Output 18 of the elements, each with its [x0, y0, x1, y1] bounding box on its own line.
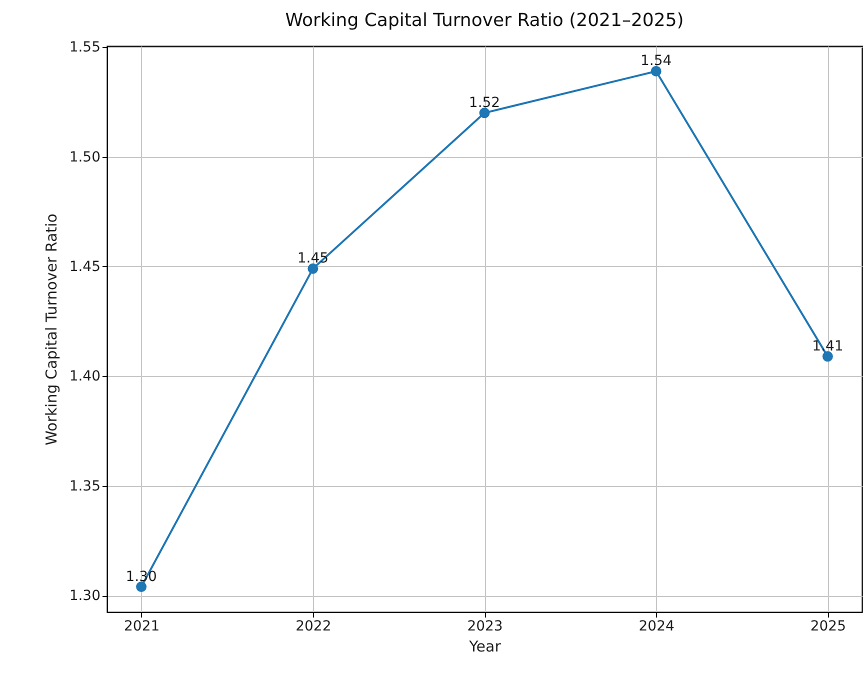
y-tick-label: 1.45: [69, 258, 100, 275]
data-label: 1.52: [468, 94, 500, 111]
x-tick-label: 2025: [810, 618, 846, 634]
x-tick-label: 2022: [296, 618, 332, 634]
y-tick-label: 1.40: [69, 368, 100, 385]
point: [650, 66, 662, 76]
x-tick-label: 2021: [124, 618, 160, 634]
y-axis-title: Working Capital Turnover Ratio: [42, 214, 60, 446]
data-label: 1.54: [640, 53, 672, 70]
x-axis-title: Year: [468, 638, 502, 656]
y-tick-label: 1.30: [69, 588, 100, 604]
y-tick-label: 1.55: [69, 40, 100, 56]
y-tick-label: 1.35: [69, 478, 100, 494]
point: [479, 108, 490, 118]
chart-title: Working Capital Turnover Ratio (2021–2025): [285, 10, 684, 32]
x-tick-label: 2023: [467, 618, 503, 634]
x-tick-label: 2024: [638, 618, 674, 634]
y-tick-label: 1.50: [69, 149, 100, 166]
